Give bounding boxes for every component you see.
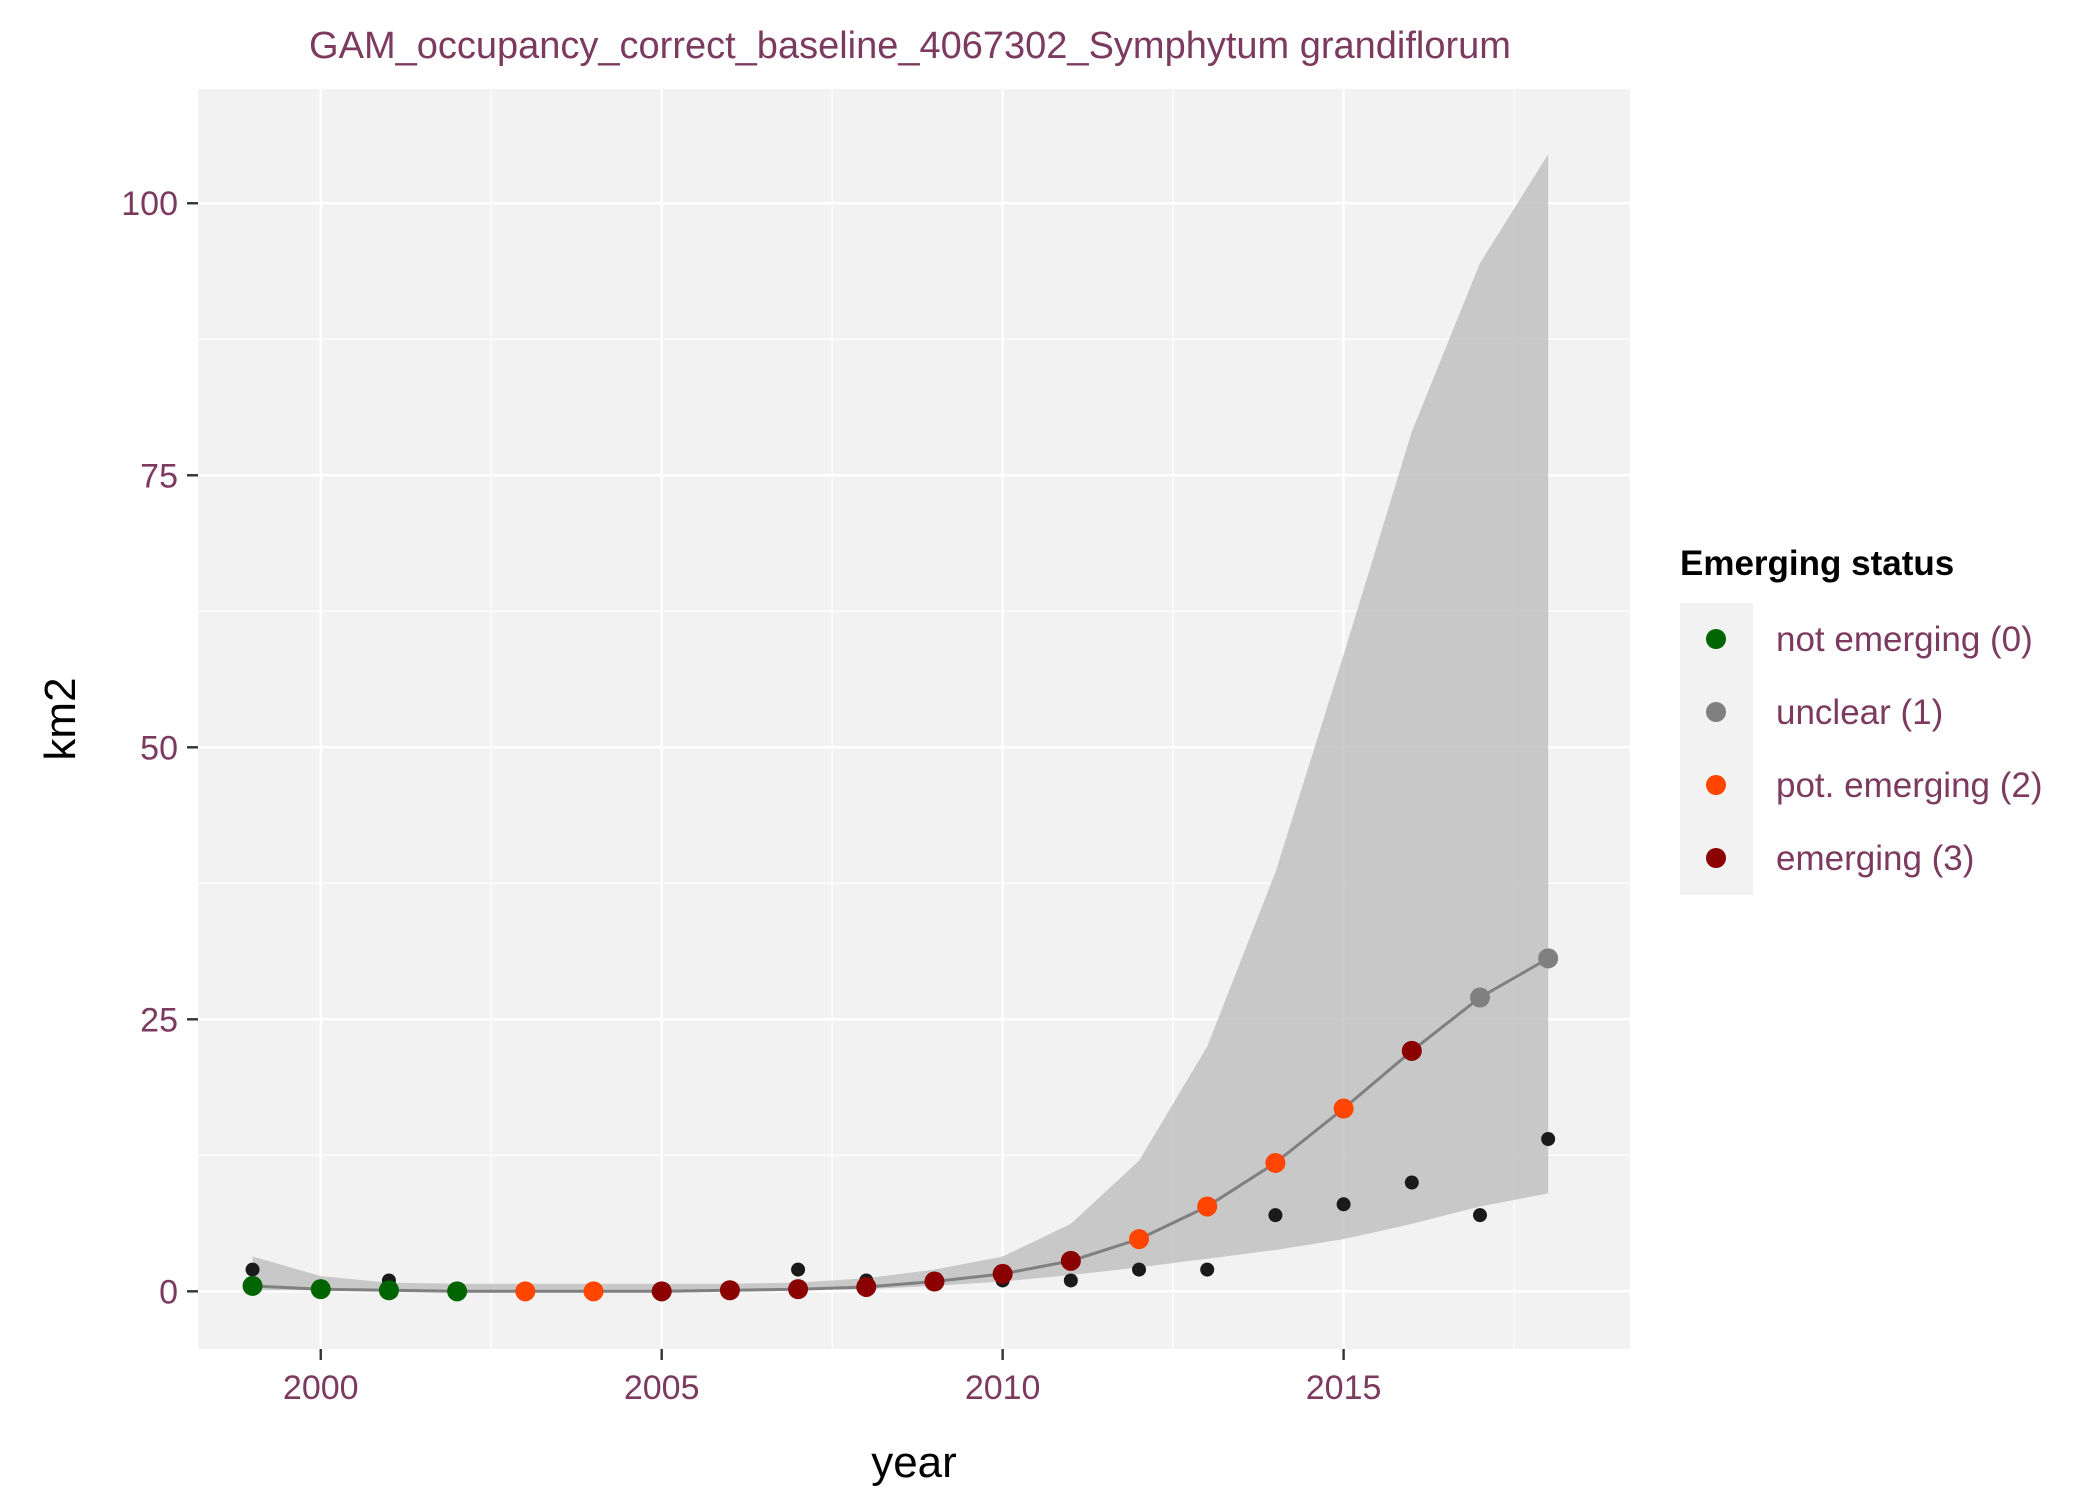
- fit-point: [1197, 1196, 1218, 1217]
- fit-point: [1333, 1098, 1354, 1119]
- fit-line: [252, 957, 1549, 1293]
- fit-point: [1129, 1229, 1150, 1250]
- legend-key: [1706, 629, 1726, 649]
- legend-title: Emerging status: [1680, 544, 1954, 583]
- fit-point: [992, 1263, 1013, 1284]
- plot-title: GAM_occupancy_correct_baseline_4067302_S…: [309, 25, 1511, 67]
- legend-key: [1706, 848, 1726, 868]
- observed-point: [1541, 1132, 1556, 1146]
- legend: Emerging status not emerging (0) unclear …: [1680, 544, 2043, 895]
- x-tick-label: 2010: [965, 1369, 1041, 1407]
- legend-key: [1706, 775, 1726, 795]
- observed-point: [1336, 1197, 1351, 1212]
- y-axis-title: km2: [36, 677, 85, 760]
- fit-point: [1469, 987, 1490, 1008]
- y-tick-label: 100: [121, 185, 178, 223]
- y-tick-label: 75: [140, 457, 178, 495]
- observed-point: [1472, 1208, 1487, 1223]
- fit-point: [310, 1279, 331, 1300]
- fit-point: [651, 1281, 672, 1302]
- fit-points: [242, 948, 1559, 1302]
- fit-point: [583, 1281, 604, 1302]
- x-axis: 2000 2005 2010 2015: [283, 1349, 1381, 1407]
- observed-point: [1200, 1262, 1215, 1277]
- x-tick-label: 2015: [1306, 1369, 1382, 1407]
- fit-point: [378, 1280, 399, 1301]
- grid-major: [198, 89, 1630, 1349]
- observed-point: [1132, 1262, 1147, 1277]
- fit-point: [788, 1279, 809, 1300]
- x-tick-label: 2005: [624, 1369, 700, 1407]
- fit-point: [1538, 948, 1559, 969]
- y-tick-label: 0: [159, 1273, 178, 1311]
- fit-point: [1265, 1152, 1286, 1173]
- observed-point: [1268, 1208, 1283, 1223]
- observed-point: [1404, 1175, 1419, 1190]
- x-tick-label: 2000: [283, 1369, 359, 1407]
- y-tick-label: 50: [140, 729, 178, 767]
- fit-point: [515, 1281, 536, 1302]
- confidence-band: [252, 154, 1549, 1292]
- fit-point: [856, 1276, 877, 1297]
- legend-label: pot. emerging (2): [1776, 766, 2043, 805]
- observed-point: [1063, 1273, 1078, 1288]
- observed-point: [791, 1262, 806, 1277]
- fit-point: [924, 1271, 945, 1292]
- legend-label: unclear (1): [1776, 693, 1943, 732]
- y-tick-label: 25: [140, 1001, 178, 1039]
- fit-point: [1060, 1250, 1081, 1271]
- fit-point: [242, 1275, 263, 1296]
- y-axis: 0 25 50 75 100: [121, 185, 198, 1311]
- legend-label: emerging (3): [1776, 839, 1974, 878]
- fit-point: [447, 1281, 468, 1302]
- x-axis-title: year: [871, 1438, 957, 1487]
- legend-key: [1706, 702, 1726, 722]
- fit-point: [719, 1280, 740, 1301]
- observed-point: [245, 1262, 260, 1277]
- legend-key-background: [1680, 603, 1753, 895]
- legend-label: not emerging (0): [1776, 620, 2033, 659]
- fit-point: [1401, 1040, 1422, 1061]
